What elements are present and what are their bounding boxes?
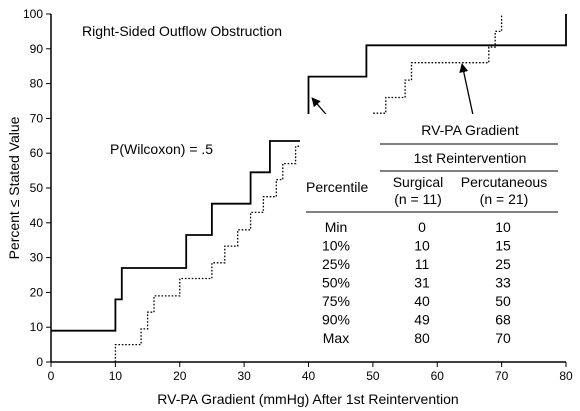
x-tick-label: 20 xyxy=(173,369,187,383)
table-background xyxy=(300,114,562,346)
table-cell-surgical: 31 xyxy=(414,275,430,291)
y-tick-label: 40 xyxy=(30,216,44,230)
table-cell-percentile: 90% xyxy=(322,312,350,328)
y-tick-label: 80 xyxy=(30,77,44,91)
table-header-top: RV-PA Gradient xyxy=(421,122,519,138)
table-cell-surgical: 80 xyxy=(414,330,430,346)
y-tick-label: 10 xyxy=(30,320,44,334)
x-tick-label: 60 xyxy=(431,369,445,383)
table-cell-percentile: 50% xyxy=(322,275,350,291)
table-cell-percentile: 25% xyxy=(322,256,350,272)
x-tick-label: 40 xyxy=(302,369,316,383)
table-col-surgical-n: (n = 11) xyxy=(394,191,442,207)
y-tick-label: 30 xyxy=(30,251,44,265)
chart-title: Right-Sided Outflow Obstruction xyxy=(82,23,282,39)
table-header-sub: 1st Reintervention xyxy=(414,150,527,166)
table-cell-surgical: 40 xyxy=(414,293,430,309)
x-tick-label: 80 xyxy=(559,369,573,383)
y-tick-label: 0 xyxy=(36,355,43,369)
table-col-percutaneous: Percutaneous xyxy=(461,174,547,190)
y-tick-label: 60 xyxy=(30,146,44,160)
x-tick-label: 10 xyxy=(109,369,123,383)
y-tick-label: 70 xyxy=(30,111,44,125)
table-cell-percentile: Max xyxy=(323,330,349,346)
x-tick-label: 70 xyxy=(495,369,509,383)
table-cell-percentile: Min xyxy=(325,219,348,235)
table-cell-percutaneous: 70 xyxy=(495,330,511,346)
table-cell-surgical: 11 xyxy=(415,256,430,272)
x-tick-label: 0 xyxy=(48,369,55,383)
y-tick-label: 90 xyxy=(30,42,44,56)
y-axis-label: Percent ≤ Stated Value xyxy=(6,116,22,259)
table-col-percutaneous-n: (n = 21) xyxy=(480,191,529,207)
table-cell-surgical: 0 xyxy=(418,219,426,235)
table-cell-percentile: 10% xyxy=(322,238,350,254)
wilcoxon-annotation: P(Wilcoxon) = .5 xyxy=(110,141,213,157)
y-tick-label: 100 xyxy=(23,7,43,21)
surgical-step-line xyxy=(51,14,567,332)
table-cell-surgical: 49 xyxy=(414,312,430,328)
table-cell-percentile: 75% xyxy=(322,293,350,309)
table-cell-surgical: 10 xyxy=(414,238,430,254)
percutaneous-step-line xyxy=(114,14,503,362)
x-tick-label: 50 xyxy=(366,369,380,383)
table-cell-percutaneous: 25 xyxy=(495,256,511,272)
percentile-table: RV-PA Gradient 1st Reintervention Percenti… xyxy=(300,114,562,346)
table-cell-percutaneous: 33 xyxy=(495,275,511,291)
table-cell-percutaneous: 68 xyxy=(495,312,511,328)
table-col-surgical: Surgical xyxy=(393,174,444,190)
table-cell-percutaneous: 15 xyxy=(495,238,511,254)
table-col-percentile: Percentile xyxy=(306,179,368,195)
y-tick-label: 50 xyxy=(30,181,44,195)
y-tick-label: 20 xyxy=(30,285,44,299)
table-cell-percutaneous: 50 xyxy=(495,293,511,309)
x-axis-label: RV-PA Gradient (mmHg) After 1st Reinterv… xyxy=(157,391,458,407)
table-cell-percutaneous: 10 xyxy=(495,219,511,235)
x-tick-label: 30 xyxy=(237,369,251,383)
